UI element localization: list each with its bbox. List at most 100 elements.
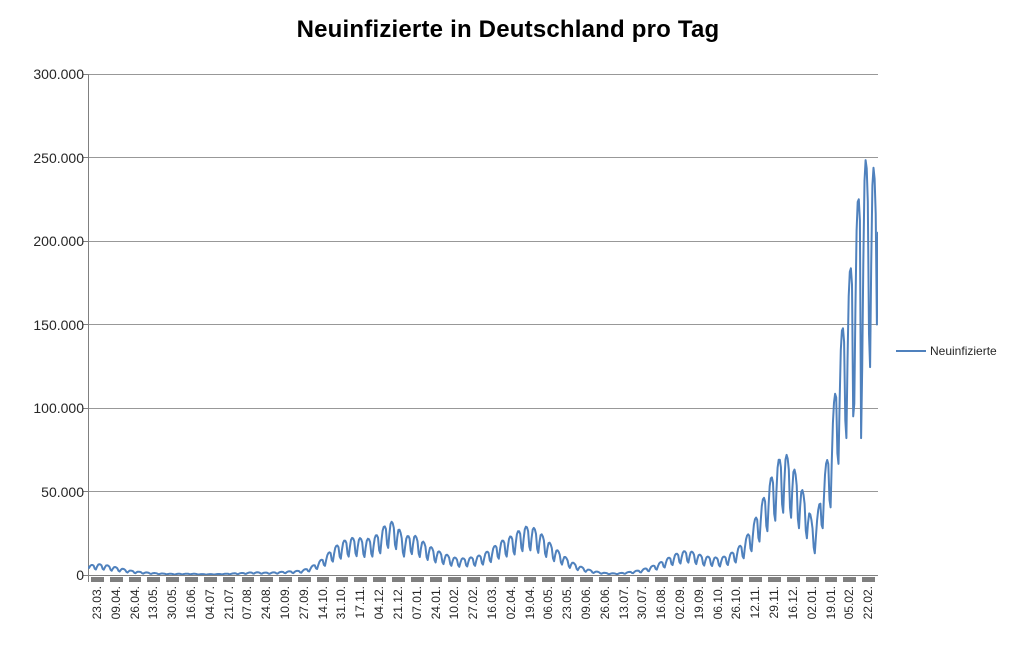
x-axis-label: 14.10. — [315, 586, 330, 620]
x-axis-label: 27.09. — [296, 586, 311, 620]
gridline — [88, 407, 878, 409]
x-axis-tick-dash — [561, 577, 574, 582]
y-axis-label: 100.000 — [33, 400, 84, 416]
x-axis-label: 19.04. — [522, 586, 537, 620]
x-axis-label: 07.08. — [240, 586, 255, 620]
gridline — [88, 491, 878, 492]
gridline — [88, 324, 878, 325]
x-axis-tick-dash — [730, 577, 744, 582]
x-axis-tick-dash — [768, 577, 781, 582]
x-axis-label: 26.04. — [127, 586, 142, 620]
x-axis-label: 23.03. — [89, 586, 104, 620]
x-axis-label: 30.05. — [165, 586, 180, 620]
x-axis-tick-dash — [203, 577, 217, 582]
y-axis-tick — [83, 574, 88, 576]
series-line-neuinfizierte — [88, 159, 878, 575]
y-axis-tick — [83, 491, 88, 492]
x-axis-tick-dash — [335, 577, 349, 582]
x-axis-label: 04.12. — [372, 586, 386, 620]
x-axis-tick-dash — [824, 577, 838, 582]
x-axis-tick-dash — [787, 577, 800, 582]
x-axis-tick-dash — [297, 577, 311, 582]
x-axis-label: 06.05. — [541, 586, 556, 620]
y-axis-label: 0 — [76, 567, 84, 583]
x-axis-tick-dash — [862, 577, 875, 582]
x-axis-label: 27.02. — [466, 586, 481, 620]
x-axis-tick-dash — [655, 577, 669, 582]
y-axis-label: 250.000 — [33, 149, 84, 166]
x-axis-label: 06.10. — [710, 586, 725, 620]
x-axis-label: 02.01. — [804, 586, 819, 620]
x-axis-tick-dash — [486, 577, 499, 582]
x-axis-tick-dash — [354, 577, 368, 582]
x-axis-tick-dash — [166, 577, 179, 582]
x-axis-label: 26.10. — [729, 586, 744, 620]
x-axis-tick-dash — [674, 577, 687, 582]
x-axis-tick-dash — [222, 577, 236, 582]
x-axis-tick-dash — [843, 577, 857, 582]
x-axis-tick-dash — [523, 577, 537, 582]
x-axis-tick-dash — [316, 577, 330, 582]
x-axis-label: 05.02. — [842, 586, 857, 620]
x-axis-label: 12.11. — [748, 586, 763, 619]
x-axis-label: 16.03. — [484, 586, 499, 620]
x-axis-label: 31.10. — [334, 586, 349, 620]
x-axis-tick-dash — [711, 577, 725, 582]
y-axis-tick — [83, 324, 88, 325]
x-axis-tick-dash — [260, 577, 274, 582]
y-axis-label: 300.000 — [33, 66, 84, 82]
legend: Neuinfizierte — [896, 344, 997, 358]
x-axis-tick-dash — [580, 577, 593, 582]
x-axis-label: 26.06. — [597, 586, 612, 620]
x-axis-tick-dash — [692, 577, 706, 582]
x-axis-tick-dash — [542, 577, 556, 582]
x-axis-tick-dash — [448, 577, 462, 582]
x-axis-tick-dash — [373, 577, 386, 582]
x-axis-tick-dash — [749, 577, 763, 582]
x-axis-label: 02.09. — [673, 586, 687, 620]
x-axis-label: 10.09. — [278, 586, 292, 620]
x-axis-label: 07.01. — [409, 586, 424, 620]
x-axis-tick-dash — [128, 577, 142, 582]
x-axis-label: 17.11. — [353, 586, 368, 619]
plot-area — [88, 159, 878, 575]
x-axis-label: 09.06. — [579, 586, 593, 620]
x-axis-line — [88, 575, 878, 576]
y-axis-label: 200.000 — [33, 233, 84, 249]
x-axis-label: 30.07. — [635, 586, 650, 620]
chart-title: Neuinfizierte in Deutschland pro Tag — [296, 16, 720, 43]
x-axis-tick-dash — [636, 577, 650, 582]
y-axis-tick — [83, 73, 88, 75]
x-axis-label: 24.01. — [428, 586, 443, 620]
x-axis-label: 16.12. — [785, 586, 800, 620]
x-axis-label: 04.07. — [202, 586, 217, 620]
x-axis-label: 13.07. — [616, 586, 631, 620]
x-axis-label: 22.02. — [861, 586, 876, 620]
x-axis-label: 02.04. — [503, 586, 518, 620]
x-axis-label: 21.12. — [390, 586, 405, 620]
y-axis-label: 150.000 — [33, 316, 84, 333]
x-axis-label: 19.09. — [691, 586, 706, 620]
y-axis-line — [88, 74, 89, 582]
x-axis-label: 19.01. — [823, 586, 838, 620]
x-axis-tick-dash — [598, 577, 612, 582]
x-axis-tick-dash — [241, 577, 255, 582]
y-axis-tick — [83, 157, 88, 158]
gridline — [88, 73, 878, 75]
x-axis-tick-dash — [617, 577, 631, 582]
gridline — [88, 157, 878, 158]
x-axis-tick-dash — [410, 577, 424, 582]
x-axis-tick-dash — [467, 577, 480, 582]
x-axis-label: 13.05. — [146, 586, 161, 620]
x-axis-label: 21.07. — [221, 586, 236, 620]
gridline — [88, 240, 878, 242]
x-axis-tick-dash — [429, 577, 443, 582]
x-axis-tick-dash — [91, 577, 104, 582]
x-axis-tick-dash — [392, 577, 405, 582]
legend-label: Neuinfizierte — [930, 344, 997, 358]
legend-line-swatch — [896, 350, 926, 352]
y-axis-tick — [83, 240, 88, 242]
y-axis-label: 50.000 — [41, 483, 84, 500]
x-axis-label: 16.08. — [654, 586, 669, 620]
